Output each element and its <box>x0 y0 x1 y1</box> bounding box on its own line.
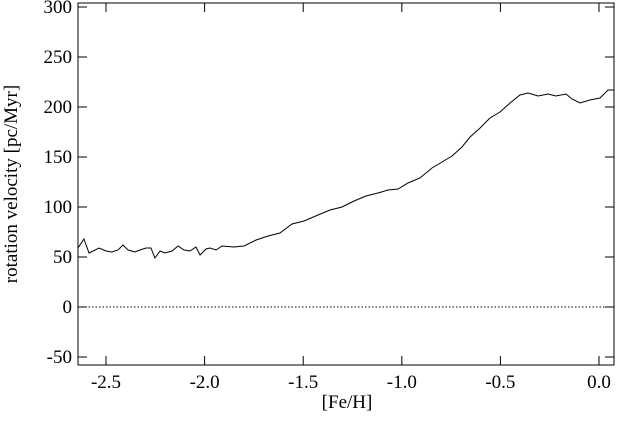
y-tick-label: -50 <box>47 347 72 368</box>
x-tick-label: -2.5 <box>91 372 121 393</box>
y-tick-label: 0 <box>63 297 73 318</box>
x-tick-label: -0.5 <box>485 372 515 393</box>
data-line <box>77 89 614 260</box>
y-tick-label: 150 <box>44 147 73 168</box>
y-tick-label: 50 <box>53 247 72 268</box>
x-tick-label: -1.5 <box>288 372 318 393</box>
plot-frame <box>77 2 615 366</box>
y-tick-label: 200 <box>44 97 73 118</box>
y-axis-label: rotation velocity [pc/Myr] <box>1 85 22 283</box>
y-tick-label: 100 <box>44 197 73 218</box>
x-tick-label: 0.0 <box>587 372 611 393</box>
y-tick-label: 250 <box>44 47 73 68</box>
x-tick-label: -1.0 <box>387 372 417 393</box>
x-tick-label: -2.0 <box>190 372 220 393</box>
x-axis-label: [Fe/H] <box>322 392 373 413</box>
y-tick-label: 300 <box>44 0 73 18</box>
